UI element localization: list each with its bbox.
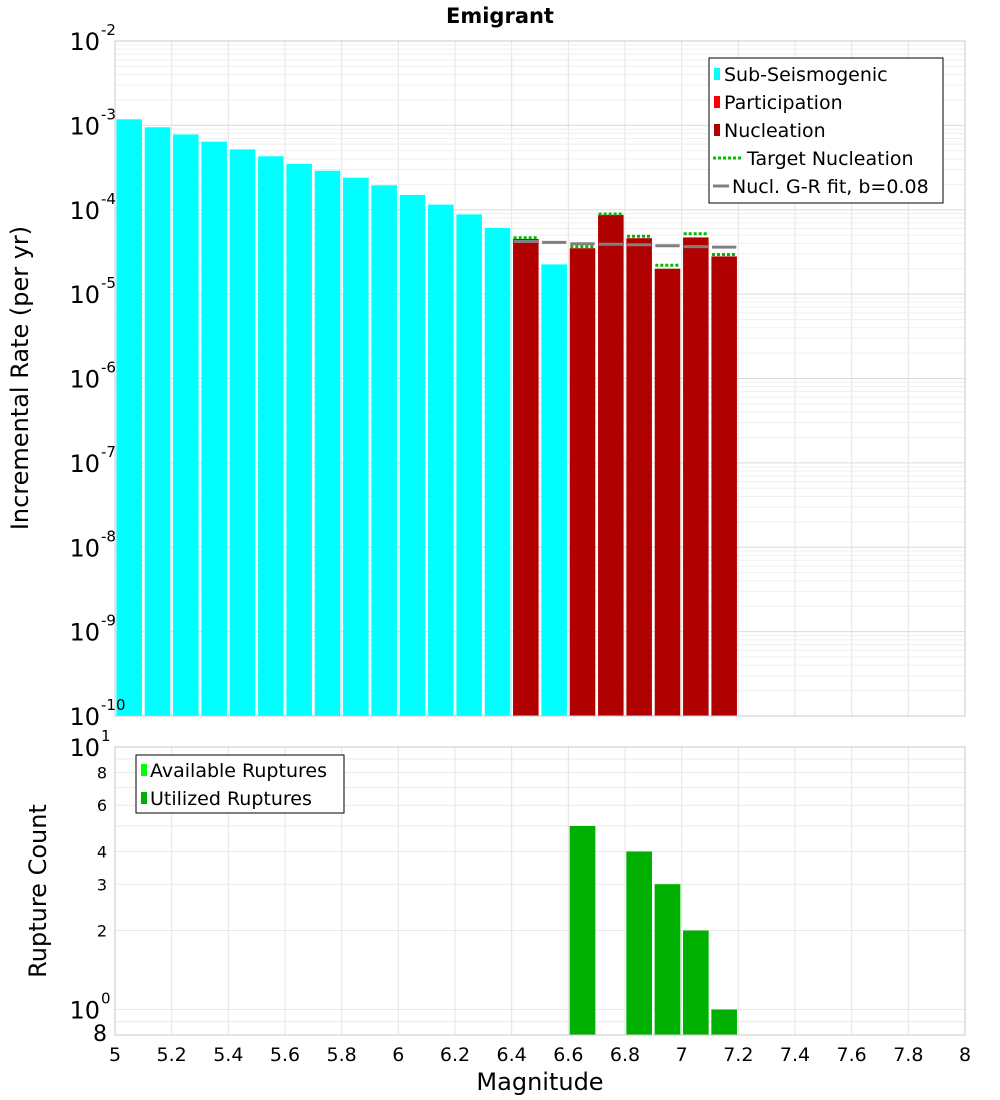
x-tick-label: 5 (109, 1044, 121, 1066)
y-tick-label: 10 (69, 366, 100, 394)
y-tick-label: 6 (97, 796, 107, 815)
y-tick-exponent: -3 (101, 105, 116, 123)
y-tick-label: 2 (97, 922, 107, 941)
legend-box (708, 57, 944, 204)
x-tick-label: 6 (392, 1044, 404, 1066)
bar (371, 185, 397, 717)
x-tick-label: 8 (959, 1044, 971, 1066)
legend-label: Available Ruptures (150, 760, 327, 782)
x-tick-label: 7.8 (893, 1044, 923, 1066)
bar (484, 227, 511, 716)
bar (569, 826, 596, 1035)
bar (513, 239, 539, 716)
y-tick-exponent: -7 (101, 443, 116, 461)
y-tick-label: 10 (69, 703, 100, 731)
y-tick-label: 10 (69, 534, 100, 562)
y-tick-exponent: -10 (101, 696, 126, 714)
bar (201, 141, 227, 716)
legend-swatch (714, 96, 720, 108)
y-tick-label: 10 (69, 997, 100, 1025)
plot-border (114, 746, 966, 1036)
y-tick-exponent: -2 (101, 21, 116, 39)
legend-label: Nucleation (724, 120, 826, 142)
bar (286, 163, 312, 717)
y-tick-label: 8 (97, 763, 107, 782)
y-tick-label: 10 (69, 112, 100, 140)
bar (711, 256, 737, 716)
x-tick-label: 5.6 (270, 1044, 300, 1066)
y-tick-exponent: -4 (101, 190, 116, 208)
y-tick-label: 10 (69, 28, 100, 56)
x-tick-label: 5.8 (327, 1044, 357, 1066)
legend-swatch (141, 792, 147, 804)
y-tick-exponent: -5 (101, 274, 116, 292)
bar (456, 214, 482, 717)
y-tick-label: 10 (69, 734, 100, 762)
bar (654, 884, 681, 1035)
x-tick-label: 7.2 (723, 1044, 753, 1066)
bar (343, 177, 369, 716)
x-tick-label: 7 (676, 1044, 688, 1066)
y-tick-exponent: -8 (101, 527, 116, 545)
y-tick-exponent: -6 (101, 359, 116, 377)
legend-label: Participation (724, 92, 843, 114)
y-tick-label: 8 (93, 1022, 107, 1047)
y-tick-exponent: 1 (101, 727, 111, 745)
bar (314, 170, 341, 716)
x-tick-label: 7.4 (780, 1044, 810, 1066)
legend-box (135, 754, 345, 814)
bar (626, 238, 652, 716)
legend-swatch (714, 68, 720, 80)
legend-swatch (141, 764, 147, 776)
bar (654, 268, 681, 716)
x-tick-label: 5.4 (213, 1044, 243, 1066)
bar (116, 119, 142, 717)
legend-label: Nucl. G-R fit, b=0.08 (732, 176, 929, 198)
bar (626, 851, 652, 1035)
y-tick-label: 10 (69, 619, 100, 647)
bar (569, 248, 596, 717)
top-y-axis-label: Incremental Rate (per yr) (6, 226, 34, 530)
y-tick-exponent: 0 (101, 990, 111, 1008)
x-tick-label: 5.2 (157, 1044, 187, 1066)
bar (229, 149, 256, 716)
x-tick-label: 6.8 (610, 1044, 640, 1066)
x-tick-label: 6.4 (497, 1044, 527, 1066)
y-tick-label: 3 (97, 875, 107, 894)
bar (541, 264, 567, 716)
y-tick-label: 10 (69, 450, 100, 478)
bar (173, 134, 199, 717)
bar (428, 204, 454, 717)
legend-label: Utilized Ruptures (150, 788, 312, 810)
legend-label: Target Nucleation (746, 148, 914, 170)
legend-swatch (714, 124, 720, 136)
plot-border (114, 40, 966, 717)
bar (258, 156, 284, 717)
x-tick-label: 6.6 (553, 1044, 583, 1066)
y-tick-label: 10 (69, 197, 100, 225)
bar (399, 194, 426, 716)
x-tick-label: 7.6 (837, 1044, 867, 1066)
bar (711, 1009, 737, 1035)
bar (683, 237, 709, 716)
y-tick-label: 4 (97, 842, 107, 861)
x-tick-label: 6.2 (440, 1044, 470, 1066)
bottom-y-axis-label: Rupture Count (24, 804, 52, 978)
x-axis-label: Magnitude (476, 1068, 603, 1096)
chart-title: Emigrant (446, 4, 554, 28)
y-tick-exponent: -9 (101, 612, 116, 630)
bar (683, 930, 709, 1035)
bar (144, 127, 171, 716)
legend-label: Sub-Seismogenic (724, 64, 888, 86)
bar (598, 214, 624, 716)
y-tick-label: 10 (69, 281, 100, 309)
